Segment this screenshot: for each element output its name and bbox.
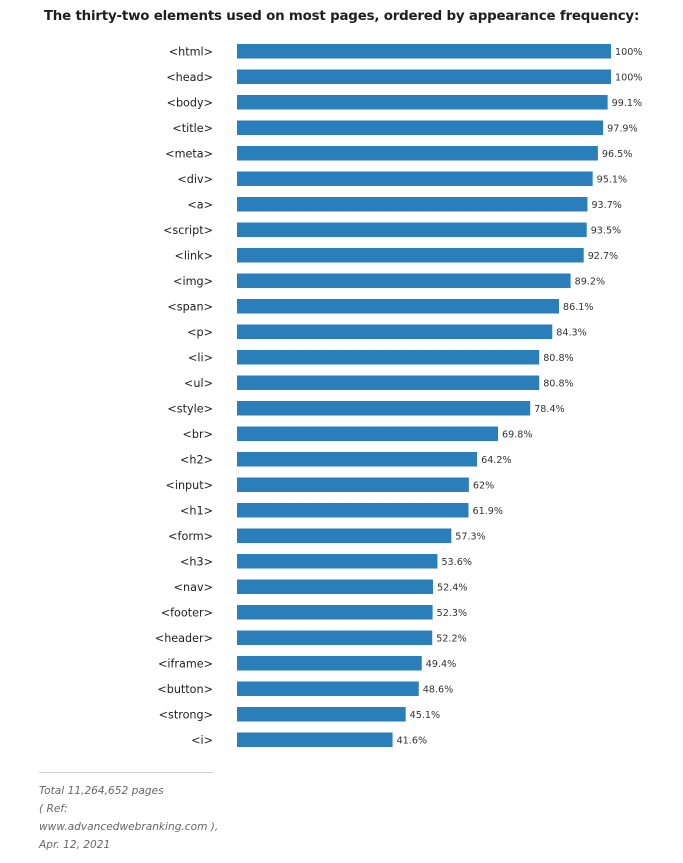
- value-label: 57.3%: [455, 531, 485, 542]
- value-label: 52.3%: [437, 608, 467, 619]
- value-label: 78.4%: [534, 404, 564, 415]
- bar: [237, 426, 499, 441]
- category-label: <h1>: [180, 504, 213, 517]
- bar: [237, 69, 611, 84]
- category-label: <title>: [172, 122, 213, 135]
- value-label: 99.1%: [612, 98, 642, 109]
- category-label: <form>: [168, 530, 213, 543]
- category-label: <span>: [167, 300, 213, 313]
- value-label: 86.1%: [563, 302, 593, 313]
- bar: [237, 350, 540, 365]
- reference-date: Apr. 12, 2021: [39, 839, 111, 851]
- bar: [237, 95, 608, 110]
- value-label: 41.6%: [397, 735, 427, 746]
- bar-chart: <html> 100% <head> 100% <body> 99.1% <title> 97…: [155, 44, 642, 747]
- value-label: 93.7%: [591, 200, 621, 211]
- bar: [237, 605, 433, 620]
- bar: [237, 222, 587, 237]
- value-label: 62%: [473, 480, 494, 491]
- value-label: 61.9%: [473, 506, 503, 517]
- value-label: 89.2%: [575, 276, 605, 287]
- value-label: 69.8%: [502, 429, 532, 440]
- category-label: <div>: [177, 173, 213, 186]
- category-label: <i>: [191, 734, 213, 747]
- category-label: <br>: [183, 428, 213, 441]
- bar: [237, 452, 478, 467]
- category-label: <iframe>: [158, 657, 213, 670]
- reference-url: www.advancedwebranking.com ),: [39, 821, 219, 833]
- bar: [237, 197, 588, 212]
- source-note: Total 11,264,652 pages ( Ref: www.advanc…: [39, 782, 249, 854]
- value-label: 84.3%: [556, 327, 586, 338]
- bar: [237, 707, 406, 722]
- value-label: 48.6%: [423, 684, 453, 695]
- bar: [237, 732, 393, 747]
- category-label: <input>: [165, 479, 213, 492]
- bars-layer: <html> 100% <head> 100% <body> 99.1% <title> 97…: [155, 44, 642, 747]
- value-label: 49.4%: [426, 659, 456, 670]
- bar: [237, 579, 433, 594]
- bar: [237, 681, 419, 696]
- value-label: 64.2%: [481, 455, 511, 466]
- category-label: <html>: [169, 45, 213, 58]
- value-label: 95.1%: [597, 174, 627, 185]
- bar: [237, 248, 584, 263]
- bar: [237, 324, 553, 339]
- category-label: <style>: [167, 402, 213, 415]
- bar: [237, 656, 422, 671]
- value-label: 100%: [615, 72, 642, 83]
- value-label: 52.4%: [437, 582, 467, 593]
- category-label: <img>: [173, 275, 213, 288]
- bar: [237, 146, 598, 161]
- chart-title: The thirty-two elements used on most pag…: [43, 9, 640, 24]
- category-label: <script>: [163, 224, 213, 237]
- category-label: <meta>: [165, 147, 213, 160]
- bar: [237, 401, 531, 416]
- bar: [237, 44, 611, 59]
- bar: [237, 299, 560, 314]
- category-label: <strong>: [159, 708, 213, 721]
- category-label: <a>: [187, 198, 213, 211]
- category-label: <h3>: [180, 555, 213, 568]
- category-label: <h2>: [180, 453, 213, 466]
- bar: [237, 554, 438, 569]
- value-label: 92.7%: [588, 251, 618, 262]
- total-pages-note: Total 11,264,652 pages: [39, 785, 164, 797]
- category-label: <ul>: [184, 377, 213, 390]
- value-label: 93.5%: [591, 225, 621, 236]
- bar: [237, 630, 433, 645]
- value-label: 96.5%: [602, 149, 632, 160]
- category-label: <link>: [174, 249, 213, 262]
- bar: [237, 477, 469, 492]
- bar: [237, 171, 593, 186]
- bar: [237, 120, 604, 135]
- category-label: <body>: [167, 96, 213, 109]
- value-label: 45.1%: [410, 710, 440, 721]
- bar: [237, 375, 540, 390]
- bar: [237, 273, 571, 288]
- category-label: <footer>: [161, 606, 213, 619]
- category-label: <head>: [166, 71, 213, 84]
- category-label: <header>: [155, 632, 213, 645]
- category-label: <nav>: [174, 581, 213, 594]
- value-label: 80.8%: [543, 378, 573, 389]
- value-label: 100%: [615, 47, 642, 58]
- reference-open: ( Ref:: [39, 803, 68, 815]
- category-label: <li>: [188, 351, 213, 364]
- footer-divider: [39, 772, 214, 773]
- value-label: 97.9%: [607, 123, 637, 134]
- bar: [237, 528, 452, 543]
- category-label: <p>: [187, 326, 213, 339]
- category-label: <button>: [157, 683, 213, 696]
- value-label: 80.8%: [543, 353, 573, 364]
- bar: [237, 503, 469, 518]
- value-label: 52.2%: [436, 633, 466, 644]
- value-label: 53.6%: [441, 557, 471, 568]
